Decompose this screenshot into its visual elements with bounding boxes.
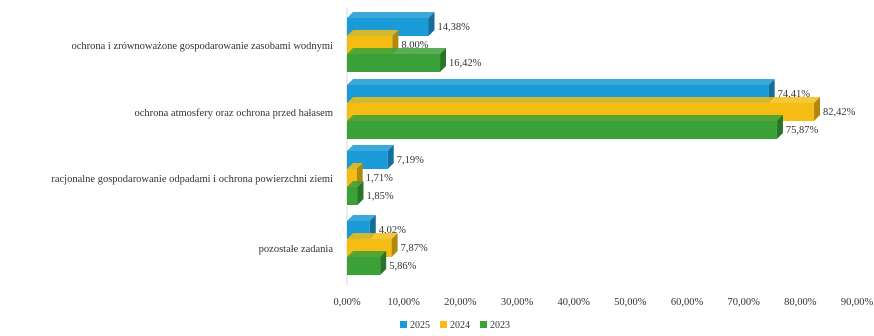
data-label-2023-1: 75,87% [786,125,819,136]
legend-swatch-2024 [440,321,447,328]
data-label-2023-3: 5,86% [389,261,416,272]
category-label-2: racjonalne gospodarowanie odpadami i och… [51,174,333,185]
bars-layer: 14,38% 8,00% 16,42% 74,41% 82,42% 75,87% 7,19%… [346,8,856,285]
bar-2023-2 [347,181,364,205]
x-tick-label-5: 50,00% [614,297,647,308]
legend: 2025 2024 2023 [400,320,510,331]
x-tick-label-9: 90,00% [841,297,874,308]
data-label-2024-1: 82,42% [823,107,856,118]
legend-swatch-2025 [400,321,407,328]
category-label-3: pozostałe zadania [259,244,334,255]
data-label-2024-3: 7,87% [401,243,428,254]
x-tick-label-4: 40,00% [557,297,590,308]
x-tick-label-0: 0,00% [333,297,360,308]
legend-label-2024: 2024 [450,320,470,331]
x-tick-label-1: 10,00% [387,297,420,308]
data-label-2025-0: 14,38% [437,22,470,33]
data-label-2025-1: 74,41% [778,89,811,100]
x-tick-label-7: 70,00% [727,297,760,308]
x-tick-label-2: 20,00% [444,297,477,308]
legend-item-2023: 2023 [480,320,510,331]
x-tick-label-8: 80,00% [784,297,817,308]
category-label-1: ochrona atmosfery oraz ochrona przed hał… [134,108,333,119]
data-label-2023-2: 1,85% [366,191,393,202]
legend-swatch-2023 [480,321,487,328]
legend-label-2025: 2025 [410,320,430,331]
x-tick-label-3: 30,00% [501,297,534,308]
legend-item-2025: 2025 [400,320,430,331]
category-labels: ochrona i zrównoważone gospodarowanie za… [51,41,333,255]
data-label-2025-3: 4,02% [379,225,406,236]
bar-2023-0 [347,48,447,72]
legend-label-2023: 2023 [490,320,510,331]
category-label-0: ochrona i zrównoważone gospodarowanie za… [71,41,333,52]
x-tick-label-6: 60,00% [671,297,704,308]
bar-2023-3 [347,251,387,275]
x-axis-tick-labels: 0,00% 10,00% 20,00% 30,00% 40,00% 50,00% 60,00… [333,297,873,308]
legend-item-2024: 2024 [440,320,470,331]
data-label-2025-2: 7,19% [397,155,424,166]
data-label-2023-0: 16,42% [449,58,482,69]
data-label-2024-2: 1,71% [366,173,393,184]
bar-2023-1 [347,115,783,139]
data-label-2024-0: 8,00% [401,40,428,51]
